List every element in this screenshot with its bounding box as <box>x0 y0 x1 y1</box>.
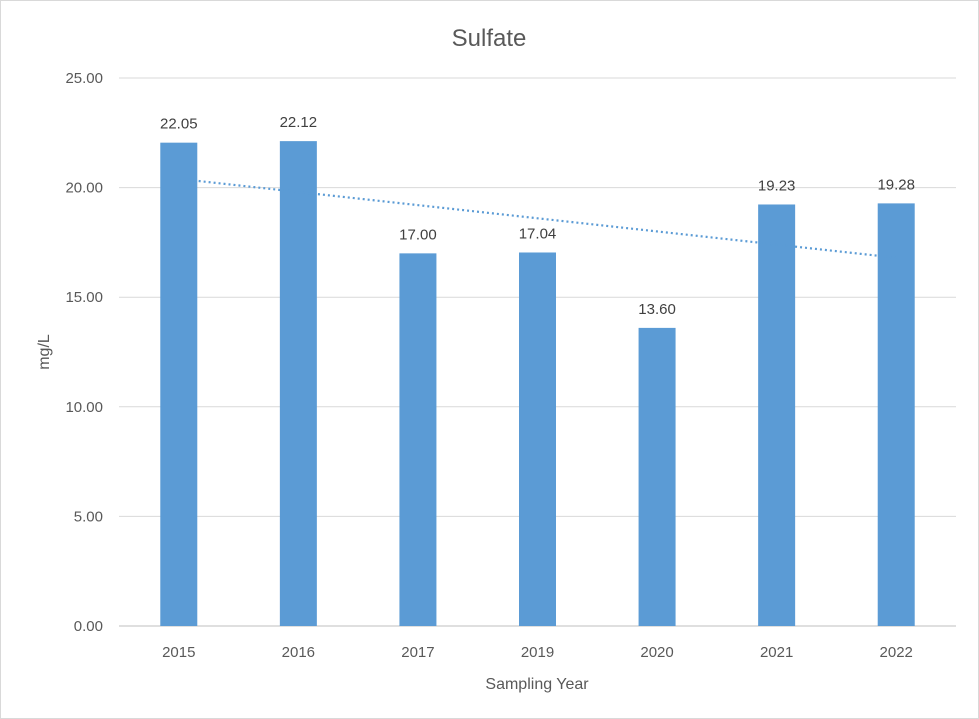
data-label-2020: 13.60 <box>638 301 676 318</box>
y-tick-label: 0.00 <box>74 618 103 635</box>
bar-2017 <box>399 253 437 627</box>
bar-2019 <box>519 252 556 626</box>
y-tick-label: 10.00 <box>65 399 103 416</box>
x-tick-label: 2020 <box>640 644 673 661</box>
x-tick-label: 2016 <box>282 644 315 661</box>
y-tick-label: 25.00 <box>65 70 103 87</box>
data-label-2022: 19.28 <box>877 176 915 193</box>
y-axis-label: mg/L <box>36 334 53 370</box>
data-label-2016: 22.12 <box>280 114 318 131</box>
trendline <box>178 177 897 259</box>
x-tick-label: 2019 <box>521 644 554 661</box>
data-labels: 22.05 22.12 17.00 17.04 13.60 19.23 19.28 <box>160 114 915 318</box>
data-label-2015: 22.05 <box>160 116 198 133</box>
data-label-2021: 19.23 <box>758 177 796 194</box>
bar-2021 <box>758 204 796 626</box>
bar-2015 <box>160 142 198 626</box>
data-label-2017: 17.00 <box>399 226 437 243</box>
x-axis-ticks: 2015 2016 2017 2019 2020 2021 2022 <box>162 644 913 661</box>
y-tick-label: 15.00 <box>65 289 103 306</box>
x-axis-label: Sampling Year <box>485 676 589 693</box>
x-tick-label: 2015 <box>162 644 195 661</box>
bar-2020 <box>638 327 676 626</box>
y-axis-ticks: 0.00 5.00 10.00 15.00 20.00 25.00 <box>65 70 103 635</box>
y-tick-label: 20.00 <box>65 180 103 197</box>
x-tick-label: 2017 <box>401 644 434 661</box>
data-label-2019: 17.04 <box>519 225 557 242</box>
bars <box>160 141 915 627</box>
x-tick-label: 2022 <box>880 644 913 661</box>
x-tick-label: 2021 <box>760 644 793 661</box>
y-tick-label: 5.00 <box>74 508 103 525</box>
bar-2016 <box>279 141 317 627</box>
bar-2022 <box>877 203 915 627</box>
chart-title: Sulfate <box>452 25 527 52</box>
